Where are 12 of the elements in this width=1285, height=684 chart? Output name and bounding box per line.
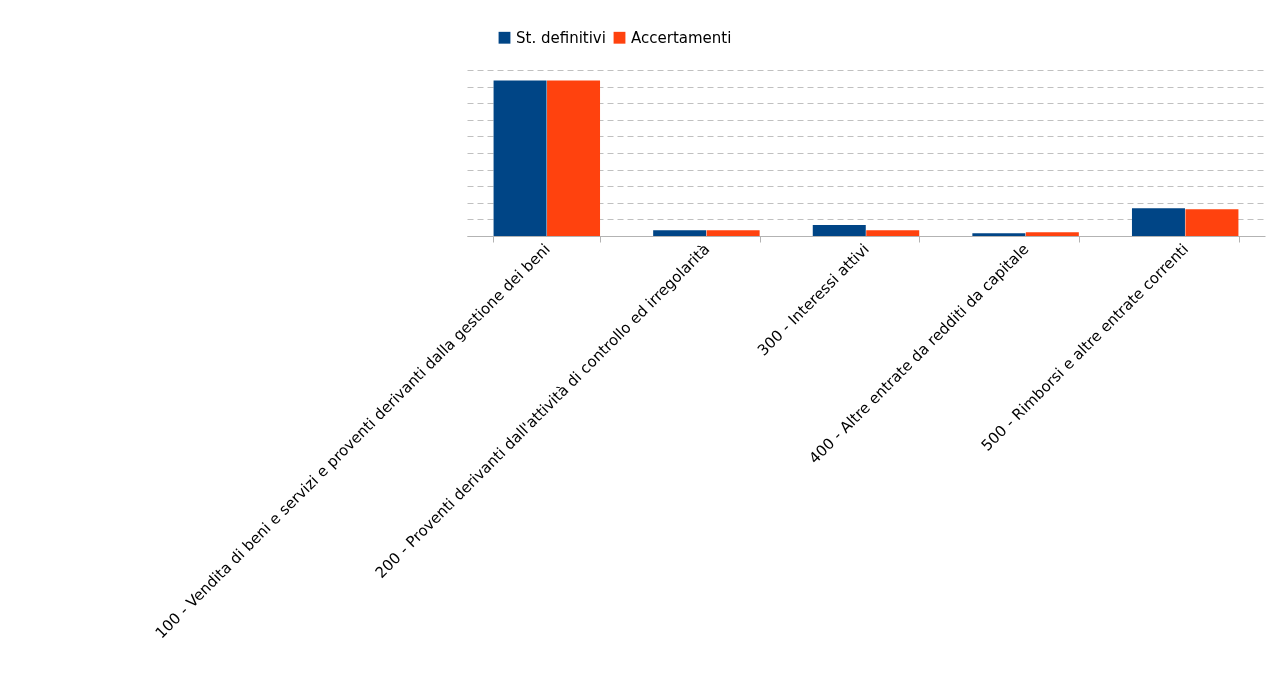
bar [812,224,866,236]
legend-label: Accertamenti [631,28,732,47]
bar [653,230,707,236]
bar [972,233,1026,236]
bar [547,80,601,236]
bar [866,230,920,236]
bar [706,230,760,236]
bar [1131,208,1185,236]
bar [1185,209,1239,236]
bar [493,80,547,236]
legend-label: St. definitivi [516,28,606,47]
bar [1025,232,1079,236]
